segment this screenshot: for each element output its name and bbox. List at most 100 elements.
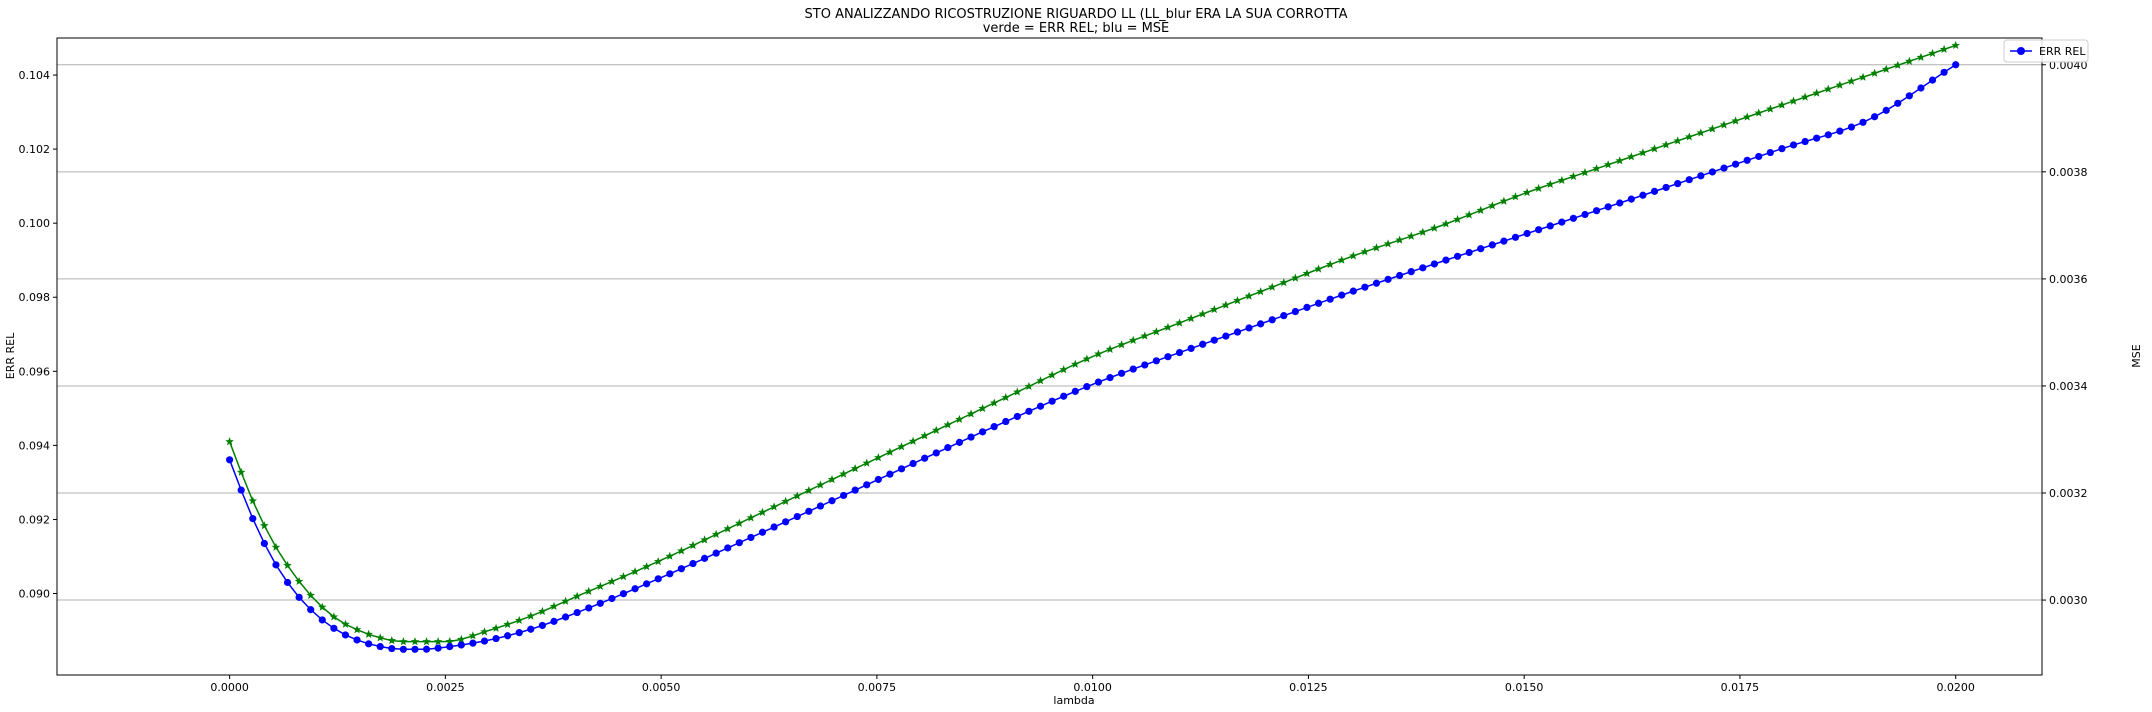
data-point — [561, 613, 570, 621]
data-point — [1384, 275, 1392, 283]
data-point — [1558, 218, 1566, 226]
data-point — [225, 437, 234, 446]
data-point — [318, 602, 327, 611]
data-point — [1952, 61, 1960, 69]
data-point — [700, 535, 709, 544]
x-tick-label: 0.0175 — [1721, 681, 1760, 694]
data-point — [654, 575, 662, 583]
data-point — [665, 551, 675, 560]
data-point — [1013, 387, 1022, 396]
data-point — [805, 507, 813, 515]
y-right-tick-label: 0.0036 — [2049, 273, 2088, 286]
data-point — [1661, 140, 1671, 149]
data-point — [1233, 296, 1242, 305]
data-point — [1419, 264, 1427, 272]
data-point — [272, 561, 280, 569]
data-point — [1511, 233, 1520, 241]
data-point — [1766, 148, 1774, 157]
data-point — [1325, 260, 1335, 269]
data-point — [1418, 227, 1428, 236]
data-point — [746, 513, 756, 522]
data-point — [492, 634, 500, 643]
data-point — [1928, 48, 1937, 57]
data-point — [1001, 393, 1011, 402]
data-point — [596, 599, 604, 607]
data-point — [1140, 331, 1150, 340]
data-point — [839, 491, 848, 500]
legend-entry: ERR REL — [2039, 45, 2086, 58]
data-point — [1349, 287, 1357, 295]
data-point — [1696, 128, 1706, 137]
y-left-tick-label: 0.090 — [19, 588, 51, 601]
y-axis-left-ticks: 0.090 0.092 0.094 0.096 0.098 0.100 0.102 0.104 — [19, 69, 57, 601]
data-point — [1534, 183, 1543, 192]
data-point — [1813, 134, 1821, 142]
data-point — [226, 456, 234, 464]
y-axis-right-label: MSE — [2130, 344, 2143, 367]
data-point — [1175, 348, 1184, 357]
data-point — [1511, 192, 1520, 201]
data-point — [966, 409, 976, 418]
data-point — [584, 586, 594, 595]
data-point — [596, 581, 605, 591]
plot-frame — [56, 37, 2043, 676]
data-point — [782, 518, 790, 526]
data-point — [585, 604, 593, 612]
y-left-tick-label: 0.092 — [19, 513, 51, 526]
data-point — [920, 431, 929, 440]
data-point — [885, 447, 895, 456]
data-point — [1245, 324, 1253, 332]
data-point — [1580, 168, 1590, 177]
y-left-tick-label: 0.102 — [19, 143, 51, 156]
data-point — [572, 591, 582, 600]
data-point — [260, 521, 269, 530]
data-point — [1152, 357, 1160, 365]
data-point — [515, 629, 523, 637]
data-point — [1499, 196, 1509, 205]
data-point — [793, 512, 801, 521]
data-point — [399, 645, 407, 653]
data-point — [1094, 378, 1103, 386]
data-point — [1105, 344, 1115, 353]
data-point — [514, 615, 524, 625]
data-point — [353, 636, 361, 644]
data-point — [1314, 264, 1323, 273]
data-point — [457, 641, 465, 649]
data-point — [549, 601, 559, 611]
data-point — [561, 596, 570, 605]
y-left-tick-label: 0.096 — [19, 365, 51, 378]
data-point — [1523, 229, 1531, 238]
data-point — [921, 454, 929, 462]
data-point — [724, 544, 732, 552]
data-point — [607, 577, 617, 586]
legend: ERR REL — [2003, 39, 2089, 63]
data-point — [1905, 92, 1913, 100]
data-point — [816, 502, 825, 510]
data-point — [1303, 303, 1311, 311]
data-point — [468, 631, 478, 640]
x-tick-label: 0.0100 — [1073, 681, 1112, 694]
data-point — [1117, 340, 1126, 349]
data-point — [1893, 60, 1903, 69]
data-point — [932, 449, 940, 457]
data-point — [1395, 235, 1404, 244]
data-point — [723, 524, 733, 533]
y-left-tick-label: 0.098 — [19, 291, 51, 304]
legend-marker-mse — [2017, 47, 2025, 55]
data-point — [387, 636, 397, 645]
data-point — [990, 423, 998, 431]
data-point — [1535, 226, 1543, 234]
data-point — [1406, 231, 1416, 240]
data-point — [1916, 52, 1926, 61]
data-point — [1500, 237, 1508, 245]
data-point — [1256, 287, 1265, 296]
data-point — [1603, 160, 1613, 169]
data-point — [1546, 222, 1554, 230]
data-point — [1720, 164, 1728, 172]
data-point — [712, 549, 720, 557]
data-point — [1939, 44, 1949, 54]
data-point — [446, 642, 454, 651]
data-point — [1545, 179, 1555, 188]
data-point — [1257, 320, 1265, 328]
